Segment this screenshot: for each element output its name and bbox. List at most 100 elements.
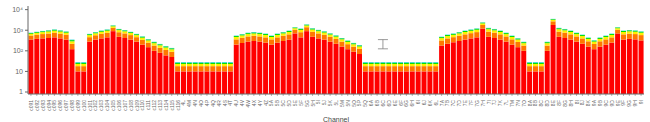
svg-text:9G: 9G [626,100,633,107]
svg-text:c110: c110 [139,100,146,111]
svg-text:4N: 4N [192,100,199,107]
svg-text:9E: 9E [614,100,621,107]
svg-text:c112: c112 [151,100,158,111]
svg-text:6D: 6D [385,100,392,107]
svg-text:c104: c104 [104,100,111,111]
svg-text:c096: c096 [57,100,64,111]
svg-text:8H: 8H [567,100,574,107]
svg-text:c115: c115 [168,100,175,111]
svg-text:4Y: 4Y [256,100,263,107]
svg-text:4V: 4V [239,100,246,107]
svg-text:c098: c098 [69,100,75,111]
svg-text:c111: c111 [145,100,152,111]
svg-text:4U: 4U [233,100,240,107]
svg-text:7F: 7F [467,100,474,106]
svg-text:c101: c101 [86,100,93,111]
svg-text:7G: 7G [473,100,480,107]
svg-text:c095: c095 [51,100,58,111]
svg-text:8E: 8E [550,100,557,107]
svg-text:1: 1 [19,88,23,95]
svg-text:4L: 4L [180,100,187,106]
svg-text:5B: 5B [274,100,281,107]
svg-text:9A: 9A [591,100,598,107]
svg-text:7E: 7E [462,100,469,107]
svg-text:c116: c116 [174,100,181,111]
svg-text:5N: 5N [344,100,351,107]
svg-text:6B: 6B [374,100,381,107]
svg-text:6C: 6C [379,100,386,107]
svg-text:10⁴: 10⁴ [12,6,23,13]
svg-text:4O: 4O [198,100,205,107]
svg-text:7D: 7D [456,100,463,107]
svg-text:6K: 6K [426,100,433,107]
svg-text:9I: 9I [638,100,642,104]
svg-text:c105: c105 [110,100,117,111]
svg-text:6H: 6H [409,100,416,107]
svg-text:6J: 6J [421,100,427,106]
svg-text:9D: 9D [608,100,615,107]
svg-text:c106: c106 [115,100,122,111]
svg-text:5O: 5O [350,100,357,107]
svg-text:6L: 6L [432,100,439,106]
svg-text:6A: 6A [368,100,375,107]
svg-text:10: 10 [15,68,23,75]
svg-text:8D: 8D [544,100,551,107]
svg-text:5A: 5A [268,100,275,107]
svg-text:7A: 7A [438,100,445,107]
svg-text:5C: 5C [280,100,287,107]
svg-text:5J: 5J [321,100,328,106]
svg-text:4R: 4R [215,100,222,107]
svg-text:c107: c107 [121,100,128,111]
svg-text:7K: 7K [497,100,504,107]
svg-text:5D: 5D [286,100,293,107]
svg-text:10³: 10³ [13,27,24,34]
svg-text:4X: 4X [250,100,257,107]
svg-text:8K: 8K [585,100,592,107]
svg-text:8A: 8A [526,100,533,107]
svg-text:8B: 8B [532,100,539,107]
svg-text:5M: 5M [338,100,345,107]
svg-text:5Q: 5Q [362,100,369,107]
svg-text:4Q: 4Q [209,100,216,107]
svg-text:c109: c109 [133,100,140,111]
svg-text:5K: 5K [327,100,334,107]
svg-text:7H: 7H [479,100,486,107]
svg-text:c097: c097 [63,100,70,111]
svg-text:4Z: 4Z [262,100,269,106]
svg-text:10²: 10² [13,47,24,54]
svg-text:5L: 5L [333,100,339,106]
svg-text:c093: c093 [39,100,46,111]
svg-text:9H: 9H [632,100,639,107]
svg-text:7N: 7N [514,100,521,107]
svg-text:4P: 4P [203,100,210,107]
svg-text:c092: c092 [33,100,40,111]
svg-text:5F: 5F [297,100,304,106]
svg-text:c103: c103 [98,100,105,111]
svg-text:8G: 8G [561,100,568,107]
svg-text:c094: c094 [45,100,52,111]
svg-text:4W: 4W [245,100,251,108]
svg-text:7C: 7C [450,100,457,107]
svg-text:c113: c113 [157,100,163,111]
svg-text:c102: c102 [92,100,99,111]
svg-text:6E: 6E [391,100,398,107]
svg-text:5P: 5P [356,100,363,107]
svg-text:8C: 8C [538,100,545,107]
svg-text:c100: c100 [80,100,87,111]
svg-text:5G: 5G [303,100,310,107]
svg-text:c108: c108 [127,100,134,111]
svg-text:6G: 6G [403,100,410,107]
svg-text:9C: 9C [602,100,609,107]
svg-text:7B: 7B [444,100,451,107]
svg-text:5E: 5E [291,100,298,107]
svg-text:6F: 6F [397,100,404,106]
svg-text:4M: 4M [186,100,193,107]
svg-text:4T: 4T [227,100,234,106]
svg-text:7O: 7O [520,100,527,107]
svg-text:c091: c091 [27,100,34,111]
svg-text:Channel: Channel [323,116,350,122]
svg-text:4S: 4S [221,100,228,107]
svg-text:c114: c114 [162,100,169,111]
svg-text:c099: c099 [74,100,81,111]
svg-text:5H: 5H [309,100,316,107]
